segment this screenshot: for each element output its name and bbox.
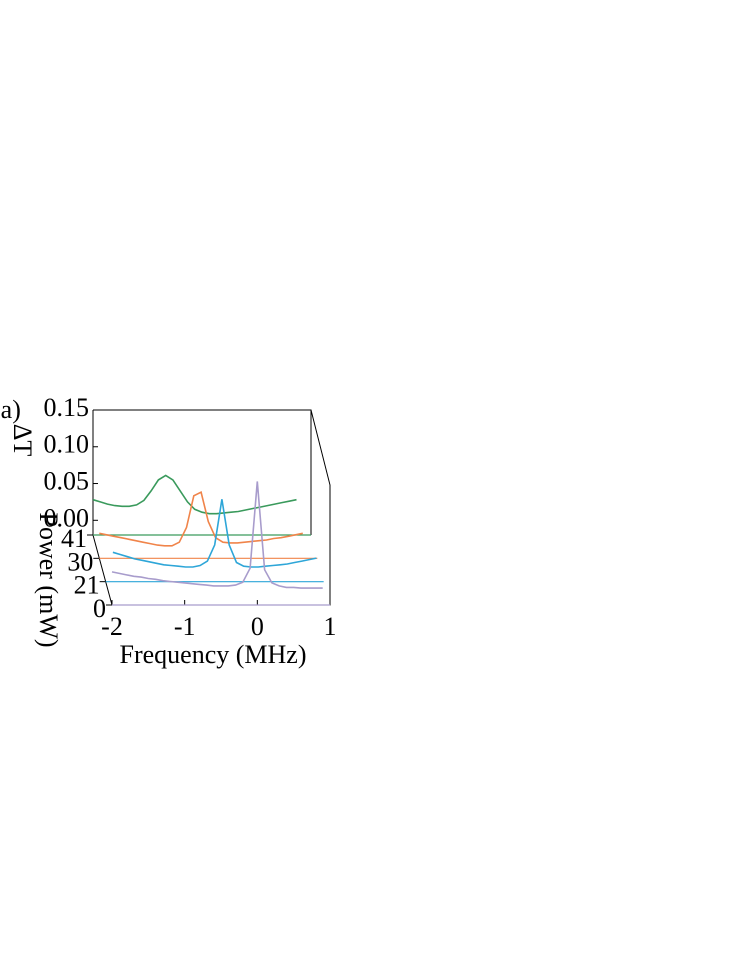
series-line	[111, 481, 323, 589]
z-tick-label: 21	[74, 571, 100, 600]
y-tick-label: 0.10	[44, 430, 90, 459]
z-tick-label: 0	[93, 594, 106, 623]
z-tick-label: 41	[61, 524, 87, 553]
y-tick-label: 0.00	[44, 503, 90, 532]
x-tick-label: 0	[251, 612, 264, 641]
y-axis-title: ΔT	[8, 424, 37, 457]
series-line	[99, 491, 303, 547]
series-line	[92, 474, 297, 515]
z-tick-label: 30	[67, 547, 93, 576]
x-axis-title: Frequency (MHz)	[120, 640, 307, 669]
y-tick-label: 0.15	[44, 393, 90, 422]
x-tick-label: 1	[324, 612, 337, 641]
x-tick-label: -2	[101, 612, 123, 641]
series-line	[112, 499, 317, 568]
y-tick-label: 0.05	[44, 466, 90, 495]
z-axis-title: Power (mW)	[34, 512, 63, 647]
x-tick-label: -1	[174, 612, 196, 641]
panel-label: (a)	[0, 395, 21, 424]
